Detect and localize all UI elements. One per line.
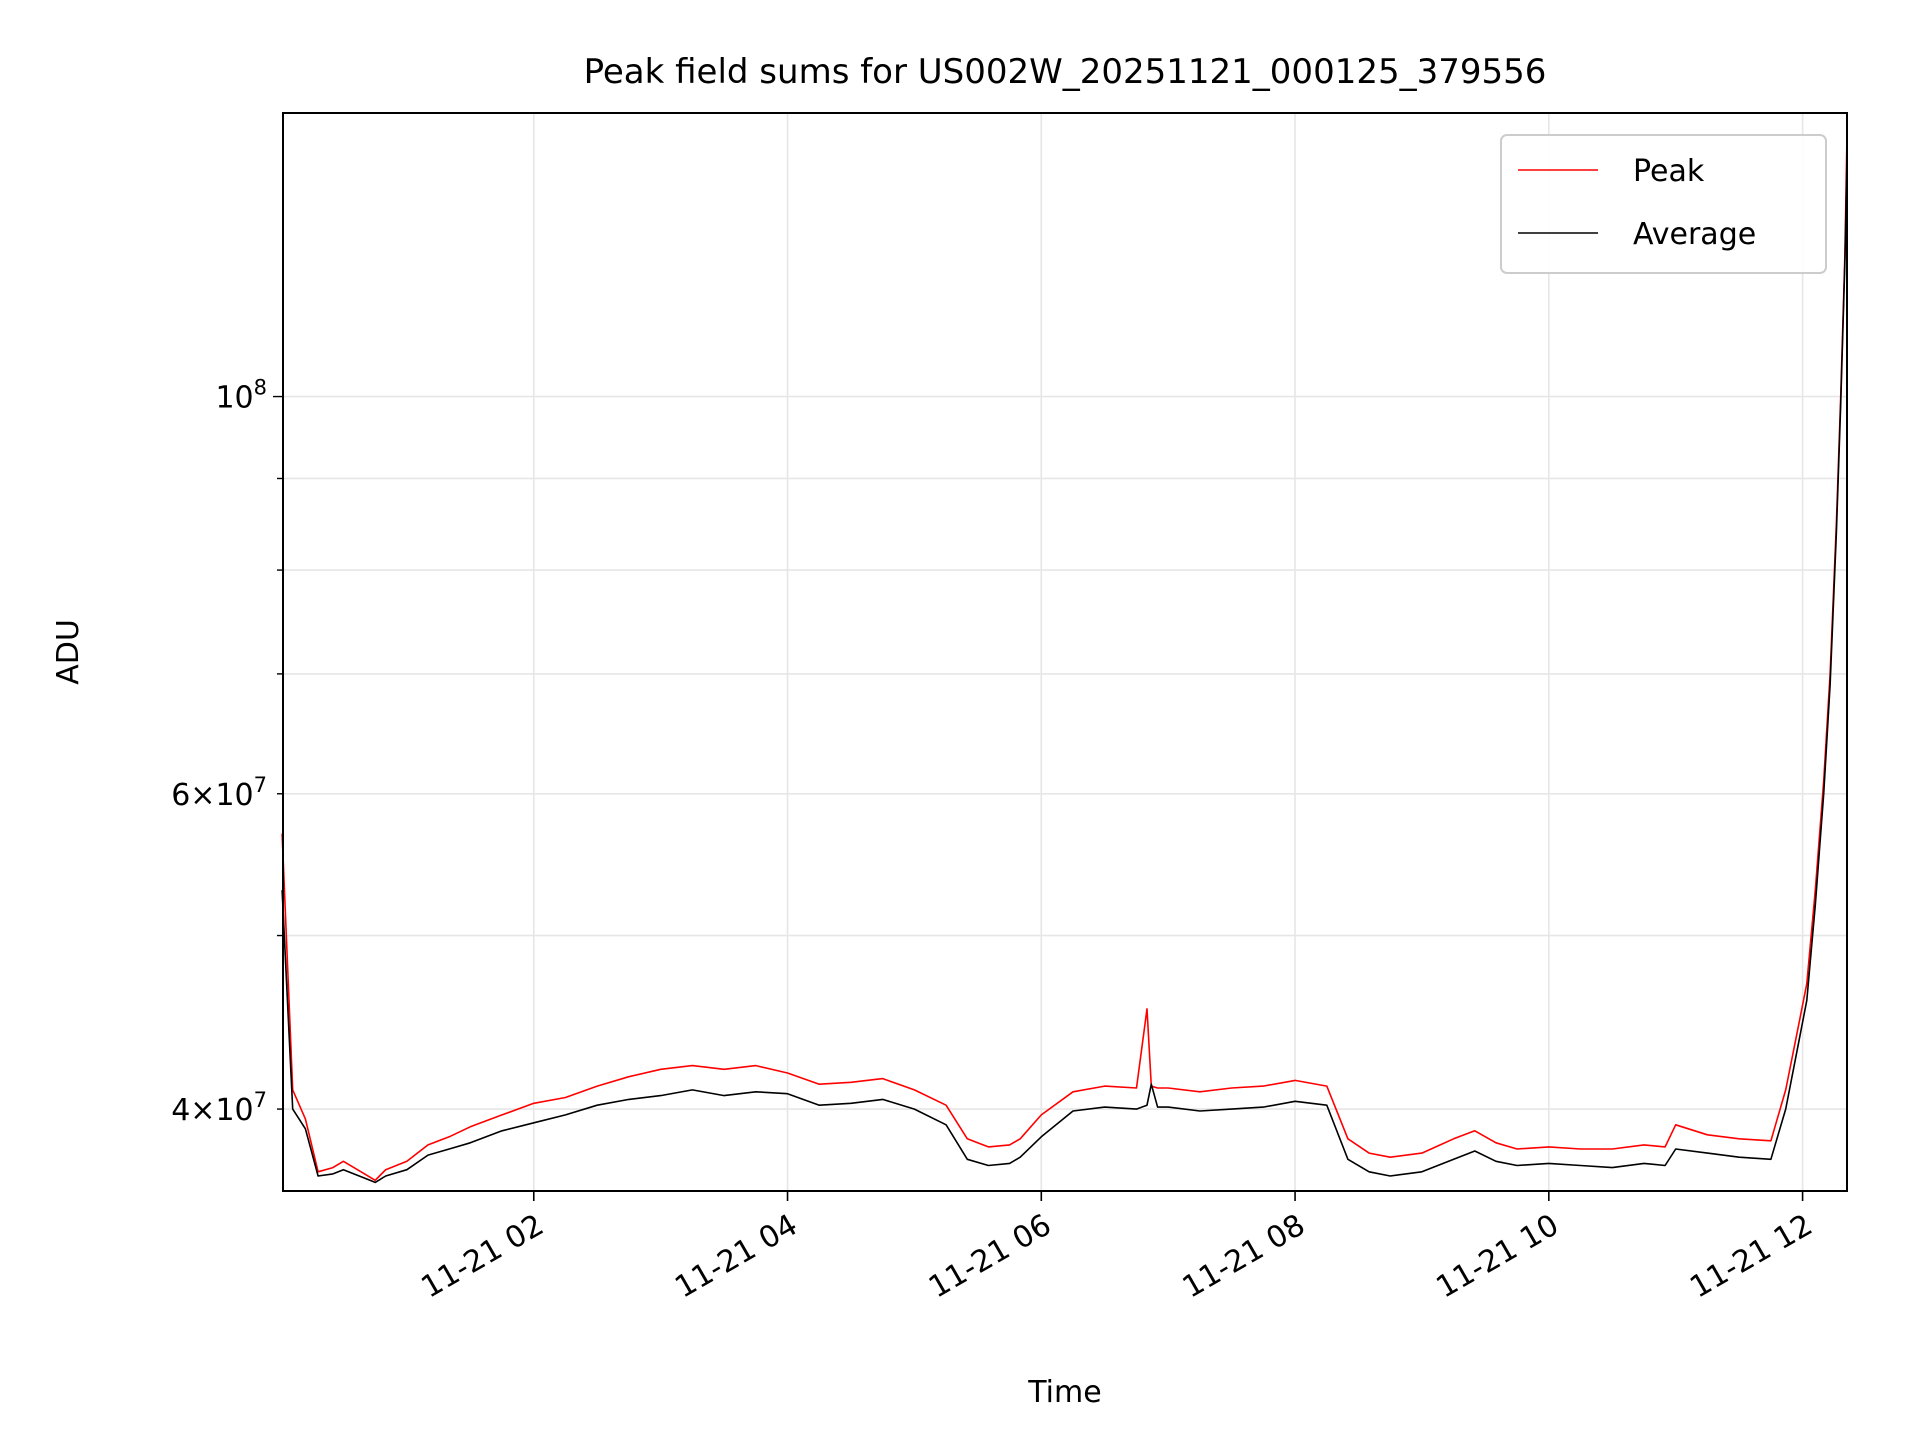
series-lines	[281, 134, 1848, 1184]
x-tick-label: 11-21 06	[923, 1208, 1057, 1306]
x-tick-label: 11-21 04	[669, 1208, 803, 1306]
y-tick-label: 6×107	[171, 773, 267, 813]
legend-label-average: Average	[1633, 217, 1756, 252]
plot-frame	[282, 112, 1848, 1192]
legend-label-peak: Peak	[1633, 154, 1705, 189]
gridlines	[283, 113, 1847, 1191]
x-axis-label: Time	[1027, 1375, 1101, 1410]
chart-title: Peak field sums for US002W_20251121_0001…	[584, 52, 1547, 92]
y-axis-ticks: 108 4×107 6×107	[171, 376, 283, 1128]
y-tick-label: 4×107	[171, 1088, 267, 1128]
plot-area: 11-21 02 11-21 04 11-21 06 11-21 08 11-21 10…	[171, 112, 1848, 1306]
series-line-average	[281, 157, 1848, 1184]
x-axis-ticks: 11-21 02 11-21 04 11-21 06 11-21 08 11-21 10…	[415, 1191, 1819, 1306]
x-tick-label: 11-21 12	[1684, 1208, 1818, 1306]
x-tick-label: 11-21 02	[415, 1208, 549, 1306]
x-tick-label: 11-21 10	[1431, 1208, 1565, 1306]
y-axis-label: ADU	[51, 619, 86, 685]
x-tick-label: 11-21 08	[1177, 1208, 1311, 1306]
legend: Peak Average	[1500, 134, 1827, 274]
series-line-peak	[281, 134, 1848, 1182]
y-tick-label: 108	[215, 376, 267, 416]
